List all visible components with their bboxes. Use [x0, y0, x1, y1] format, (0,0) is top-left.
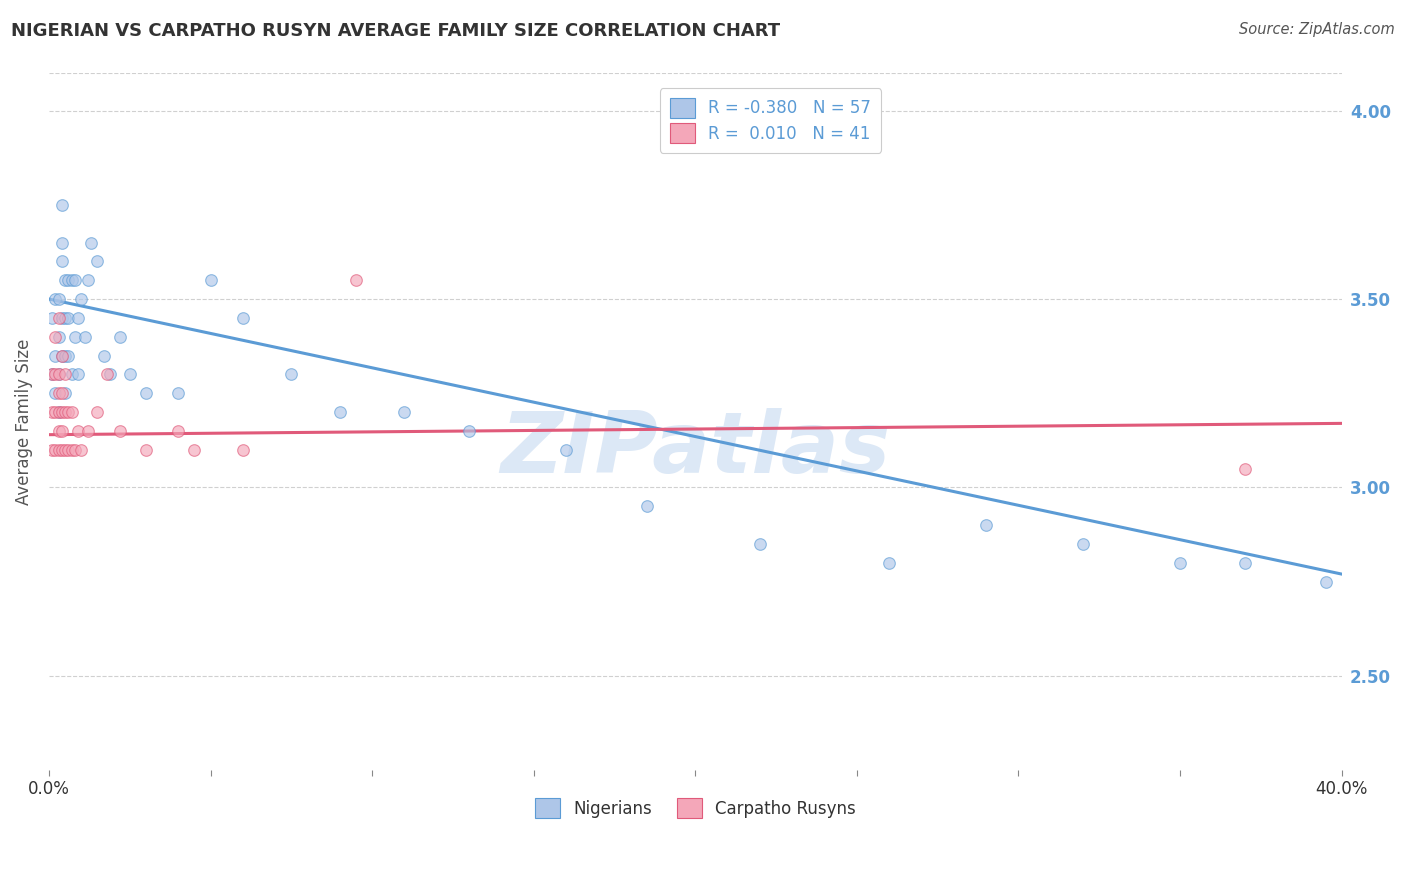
- Point: [232, 310, 254, 325]
- Point: [280, 368, 302, 382]
- Point: [70, 442, 93, 457]
- Point: [48, 386, 70, 401]
- Point: [51, 386, 73, 401]
- Point: [135, 386, 157, 401]
- Point: [458, 424, 481, 438]
- Point: [329, 405, 352, 419]
- Point: [41, 368, 63, 382]
- Point: [51, 235, 73, 250]
- Point: [44, 292, 66, 306]
- Point: [73, 329, 96, 343]
- Point: [80, 235, 103, 250]
- Point: [51, 254, 73, 268]
- Point: [63, 273, 86, 287]
- Point: [555, 442, 578, 457]
- Point: [1233, 461, 1256, 475]
- Point: [63, 329, 86, 343]
- Point: [108, 424, 131, 438]
- Text: NIGERIAN VS CARPATHO RUSYN AVERAGE FAMILY SIZE CORRELATION CHART: NIGERIAN VS CARPATHO RUSYN AVERAGE FAMIL…: [11, 22, 780, 40]
- Point: [51, 310, 73, 325]
- Point: [183, 442, 205, 457]
- Point: [118, 368, 141, 382]
- Point: [51, 349, 73, 363]
- Point: [44, 405, 66, 419]
- Point: [41, 310, 63, 325]
- Point: [67, 310, 90, 325]
- Point: [53, 442, 76, 457]
- Point: [394, 405, 416, 419]
- Point: [58, 442, 80, 457]
- Point: [41, 368, 63, 382]
- Point: [636, 500, 658, 514]
- Point: [53, 273, 76, 287]
- Point: [58, 349, 80, 363]
- Point: [48, 368, 70, 382]
- Point: [53, 310, 76, 325]
- Point: [167, 386, 190, 401]
- Point: [51, 198, 73, 212]
- Point: [53, 349, 76, 363]
- Point: [86, 405, 108, 419]
- Point: [76, 424, 98, 438]
- Point: [167, 424, 190, 438]
- Point: [1071, 537, 1094, 551]
- Point: [44, 386, 66, 401]
- Point: [58, 273, 80, 287]
- Point: [1233, 556, 1256, 570]
- Point: [48, 310, 70, 325]
- Point: [53, 368, 76, 382]
- Point: [86, 254, 108, 268]
- Point: [48, 424, 70, 438]
- Point: [51, 424, 73, 438]
- Point: [53, 405, 76, 419]
- Point: [58, 405, 80, 419]
- Point: [41, 442, 63, 457]
- Point: [70, 292, 93, 306]
- Point: [100, 368, 122, 382]
- Point: [76, 273, 98, 287]
- Point: [974, 518, 997, 533]
- Point: [60, 442, 83, 457]
- Point: [44, 442, 66, 457]
- Point: [58, 310, 80, 325]
- Point: [60, 273, 83, 287]
- Point: [60, 368, 83, 382]
- Point: [44, 349, 66, 363]
- Point: [44, 368, 66, 382]
- Point: [53, 386, 76, 401]
- Point: [1168, 556, 1191, 570]
- Point: [108, 329, 131, 343]
- Y-axis label: Average Family Size: Average Family Size: [15, 338, 32, 505]
- Point: [60, 405, 83, 419]
- Point: [67, 368, 90, 382]
- Point: [877, 556, 900, 570]
- Point: [48, 368, 70, 382]
- Point: [51, 349, 73, 363]
- Point: [67, 424, 90, 438]
- Point: [48, 405, 70, 419]
- Point: [63, 442, 86, 457]
- Point: [96, 368, 118, 382]
- Text: Source: ZipAtlas.com: Source: ZipAtlas.com: [1239, 22, 1395, 37]
- Point: [344, 273, 367, 287]
- Point: [48, 292, 70, 306]
- Point: [1315, 574, 1337, 589]
- Point: [48, 442, 70, 457]
- Point: [135, 442, 157, 457]
- Point: [41, 405, 63, 419]
- Point: [44, 329, 66, 343]
- Text: ZIPatlas: ZIPatlas: [501, 408, 890, 491]
- Point: [232, 442, 254, 457]
- Point: [51, 405, 73, 419]
- Point: [200, 273, 222, 287]
- Point: [93, 349, 115, 363]
- Point: [48, 329, 70, 343]
- Point: [51, 442, 73, 457]
- Legend: Nigerians, Carpatho Rusyns: Nigerians, Carpatho Rusyns: [529, 792, 862, 824]
- Point: [749, 537, 772, 551]
- Point: [48, 405, 70, 419]
